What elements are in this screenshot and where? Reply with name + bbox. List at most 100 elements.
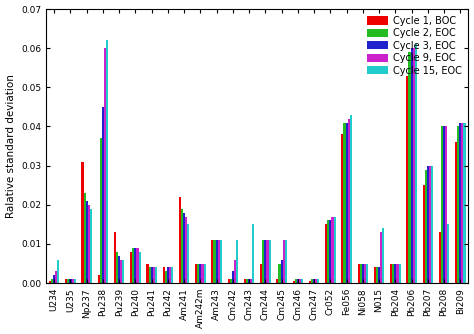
Bar	[376, 268, 378, 283]
Bar	[100, 138, 102, 283]
Bar	[82, 162, 83, 283]
Bar	[260, 264, 262, 283]
Bar	[114, 232, 116, 283]
Bar	[443, 127, 445, 283]
Bar	[441, 127, 443, 283]
Bar	[146, 264, 148, 283]
Bar	[228, 279, 230, 283]
Bar	[234, 260, 236, 283]
Bar	[329, 220, 331, 283]
Legend: Cycle 1, BOC, Cycle 2, EOC, Cycle 3, EOC, Cycle 9, EOC, Cycle 15, EOC: Cycle 1, BOC, Cycle 2, EOC, Cycle 3, EOC…	[365, 14, 464, 77]
Bar	[135, 248, 137, 283]
Bar	[153, 268, 155, 283]
Bar	[278, 264, 281, 283]
Bar	[252, 224, 255, 283]
Bar	[378, 268, 380, 283]
Bar	[317, 279, 319, 283]
Bar	[346, 123, 347, 283]
Bar	[118, 256, 120, 283]
Bar	[57, 260, 60, 283]
Bar	[187, 224, 190, 283]
Bar	[392, 264, 394, 283]
Bar	[364, 264, 366, 283]
Bar	[396, 264, 399, 283]
Bar	[232, 271, 234, 283]
Bar	[366, 264, 368, 283]
Bar	[181, 209, 183, 283]
Bar	[406, 75, 409, 283]
Bar	[459, 123, 461, 283]
Bar	[295, 279, 297, 283]
Y-axis label: Ralative standard deviation: Ralative standard deviation	[6, 74, 16, 218]
Bar	[155, 268, 157, 283]
Bar	[86, 201, 88, 283]
Bar	[344, 123, 346, 283]
Bar	[447, 224, 449, 283]
Bar	[185, 216, 187, 283]
Bar	[88, 205, 90, 283]
Bar	[429, 166, 431, 283]
Bar	[334, 216, 336, 283]
Bar	[439, 232, 441, 283]
Bar	[382, 228, 384, 283]
Bar	[69, 279, 72, 283]
Bar	[301, 279, 303, 283]
Bar	[220, 240, 222, 283]
Bar	[83, 193, 86, 283]
Bar	[309, 281, 311, 283]
Bar	[151, 268, 153, 283]
Bar	[325, 224, 327, 283]
Bar	[457, 127, 459, 283]
Bar	[264, 240, 266, 283]
Bar	[380, 232, 382, 283]
Bar	[183, 213, 185, 283]
Bar	[138, 252, 141, 283]
Bar	[315, 279, 317, 283]
Bar	[422, 185, 425, 283]
Bar	[461, 123, 464, 283]
Bar	[179, 197, 181, 283]
Bar	[399, 264, 401, 283]
Bar	[246, 279, 248, 283]
Bar	[341, 134, 344, 283]
Bar	[455, 142, 457, 283]
Bar	[122, 260, 125, 283]
Bar	[425, 170, 427, 283]
Bar	[248, 279, 250, 283]
Bar	[431, 166, 433, 283]
Bar	[283, 240, 285, 283]
Bar	[53, 275, 55, 283]
Bar	[218, 240, 220, 283]
Bar	[98, 275, 100, 283]
Bar	[204, 264, 206, 283]
Bar	[169, 268, 171, 283]
Bar	[250, 279, 252, 283]
Bar	[102, 107, 104, 283]
Bar	[362, 264, 364, 283]
Bar	[230, 279, 232, 283]
Bar	[67, 279, 69, 283]
Bar	[360, 264, 362, 283]
Bar	[413, 48, 415, 283]
Bar	[297, 279, 299, 283]
Bar	[445, 127, 447, 283]
Bar	[197, 264, 200, 283]
Bar	[116, 252, 118, 283]
Bar	[313, 279, 315, 283]
Bar	[427, 166, 429, 283]
Bar	[73, 279, 76, 283]
Bar	[132, 248, 135, 283]
Bar	[200, 264, 201, 283]
Bar	[201, 264, 204, 283]
Bar	[130, 252, 132, 283]
Bar	[106, 40, 108, 283]
Bar	[390, 264, 392, 283]
Bar	[464, 123, 465, 283]
Bar	[148, 268, 151, 283]
Bar	[269, 240, 271, 283]
Bar	[299, 279, 301, 283]
Bar	[327, 220, 329, 283]
Bar	[171, 268, 173, 283]
Bar	[292, 281, 295, 283]
Bar	[65, 279, 67, 283]
